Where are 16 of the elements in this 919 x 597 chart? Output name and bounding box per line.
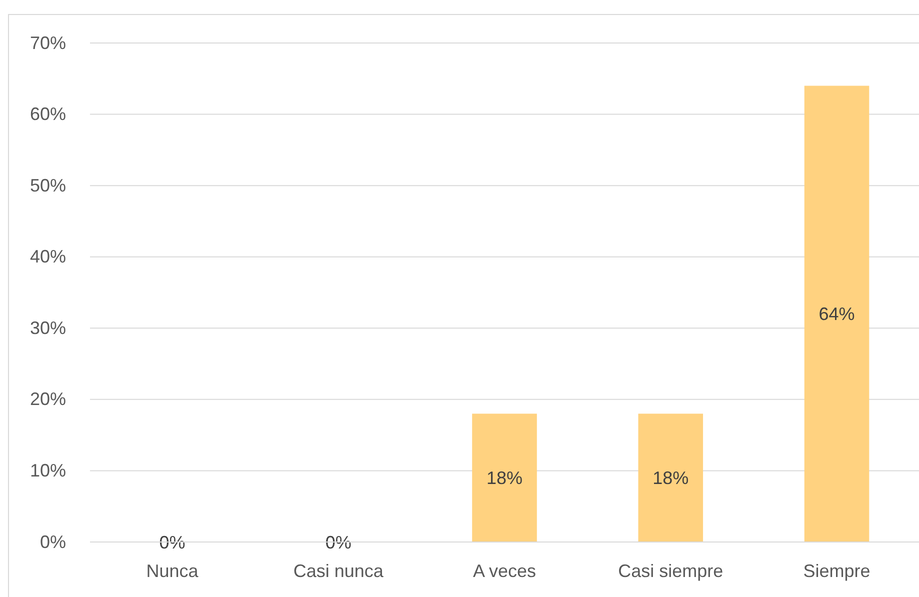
y-tick-label: 70% bbox=[30, 32, 66, 53]
x-tick-label: Nunca bbox=[146, 560, 200, 581]
x-tick-label: Casi siempre bbox=[618, 560, 724, 581]
x-tick-label: A veces bbox=[472, 560, 536, 581]
y-tick-label: 10% bbox=[30, 460, 66, 480]
x-tick-label: Siempre bbox=[803, 560, 870, 581]
y-tick-label: 30% bbox=[30, 318, 66, 338]
y-tick-label: 60% bbox=[30, 104, 66, 124]
data-label: 64% bbox=[818, 304, 855, 324]
y-tick-label: 20% bbox=[30, 389, 66, 410]
y-tick-label: 0% bbox=[40, 532, 66, 552]
data-label: 18% bbox=[486, 468, 523, 488]
data-label: 18% bbox=[652, 468, 689, 488]
y-tick-label: 50% bbox=[30, 175, 66, 196]
y-tick-label: 40% bbox=[30, 246, 66, 267]
x-tick-label: Casi nunca bbox=[293, 560, 384, 581]
